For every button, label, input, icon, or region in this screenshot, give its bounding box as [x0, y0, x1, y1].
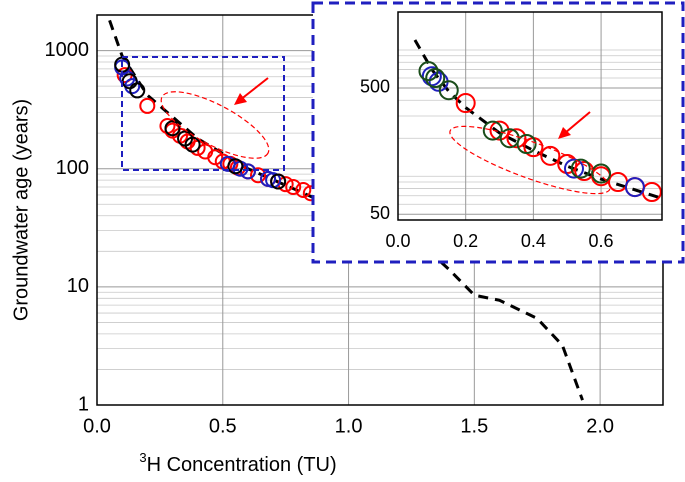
x-tick-label: 1.5	[460, 415, 488, 437]
y-axis-label: Groundwater age (years)	[10, 99, 32, 321]
point	[164, 120, 181, 137]
point	[425, 68, 446, 89]
point	[516, 134, 537, 155]
point	[624, 177, 645, 198]
y-tick-label: 500	[360, 77, 390, 97]
x-tick-label: 0.0	[83, 415, 111, 437]
inset-plot: 50 500 0.0 0.2 0.4 0.6	[360, 11, 663, 251]
point	[270, 173, 287, 190]
point	[438, 80, 459, 101]
point	[482, 120, 503, 141]
point	[421, 66, 442, 87]
y-tick-label: 1	[78, 393, 89, 415]
point	[489, 120, 510, 141]
x-tick-label: 0.2	[453, 231, 478, 251]
arrow-head	[234, 93, 247, 105]
point	[295, 182, 312, 199]
arrow	[239, 77, 269, 101]
point	[184, 136, 201, 153]
point	[455, 93, 476, 114]
y-tick-label: 100	[56, 157, 89, 179]
point	[285, 179, 302, 196]
x-tick-label: 2.0	[586, 415, 614, 437]
point	[591, 163, 612, 184]
inset-arrow-head	[558, 127, 571, 139]
x-label-text: H Concentration (TU)	[147, 454, 337, 476]
highlight-ellipse	[160, 91, 270, 159]
zoom-box	[121, 56, 285, 171]
x-axis-label: 3H Concentration (TU)	[139, 450, 336, 476]
point	[227, 158, 244, 175]
x-tick-label: 0.6	[589, 231, 614, 251]
point	[129, 82, 146, 99]
x-tick-label: 1.0	[335, 415, 363, 437]
inset-highlight-ellipse	[449, 125, 611, 195]
plot-frame	[397, 11, 663, 221]
point	[506, 128, 527, 149]
y-tick-label: 50	[370, 203, 390, 223]
curve	[413, 39, 660, 199]
point	[207, 149, 224, 166]
point	[540, 145, 561, 166]
x-tick-label: 0.5	[209, 415, 237, 437]
point	[418, 61, 439, 82]
point	[564, 158, 584, 179]
y-tick-label: 10	[67, 275, 89, 297]
x-tick-label: 0.4	[521, 231, 546, 251]
y-tick-label: 1000	[45, 39, 90, 61]
x-label-sup: 3	[139, 450, 146, 465]
inset-arrow	[564, 111, 591, 134]
point	[249, 167, 266, 184]
x-tick-label: 0.0	[385, 231, 410, 251]
point	[139, 97, 156, 114]
